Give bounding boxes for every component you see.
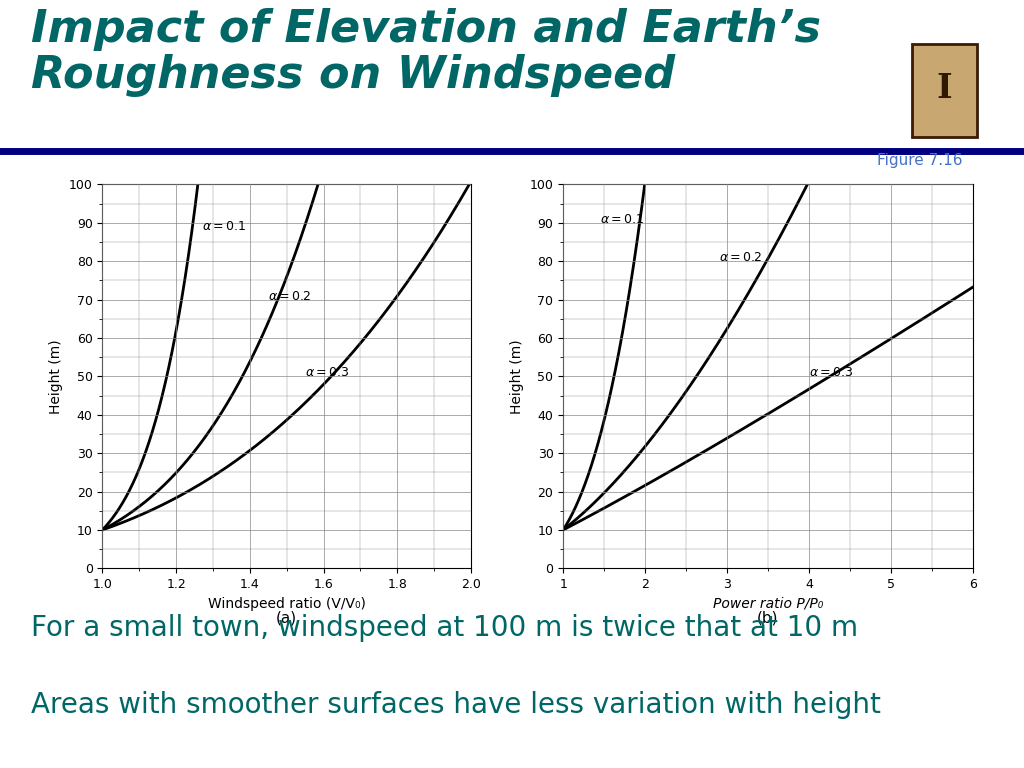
Y-axis label: Height (m): Height (m) xyxy=(510,339,524,414)
Text: For a small town, windspeed at 100 m is twice that at 10 m: For a small town, windspeed at 100 m is … xyxy=(31,614,858,642)
X-axis label: Windspeed ratio (V/V₀): Windspeed ratio (V/V₀) xyxy=(208,597,366,611)
Y-axis label: Height (m): Height (m) xyxy=(49,339,63,414)
Text: I: I xyxy=(937,71,952,104)
Text: $\alpha = 0.2$: $\alpha = 0.2$ xyxy=(268,290,311,303)
Text: $\alpha = 0.1$: $\alpha = 0.1$ xyxy=(202,220,246,233)
Text: (a): (a) xyxy=(276,610,297,625)
Text: (b): (b) xyxy=(758,610,778,625)
X-axis label: Power ratio P/P₀: Power ratio P/P₀ xyxy=(713,597,823,611)
Text: $\alpha = 0.1$: $\alpha = 0.1$ xyxy=(600,213,644,226)
Text: $\alpha = 0.3$: $\alpha = 0.3$ xyxy=(809,366,853,379)
Text: Impact of Elevation and Earth’s
Roughness on Windspeed: Impact of Elevation and Earth’s Roughnes… xyxy=(31,8,820,97)
FancyBboxPatch shape xyxy=(912,44,977,137)
Text: Figure 7.16: Figure 7.16 xyxy=(878,153,963,168)
Text: Areas with smoother surfaces have less variation with height: Areas with smoother surfaces have less v… xyxy=(31,691,881,719)
Text: $\alpha = 0.3$: $\alpha = 0.3$ xyxy=(305,366,349,379)
Text: $\alpha = 0.2$: $\alpha = 0.2$ xyxy=(719,251,762,264)
